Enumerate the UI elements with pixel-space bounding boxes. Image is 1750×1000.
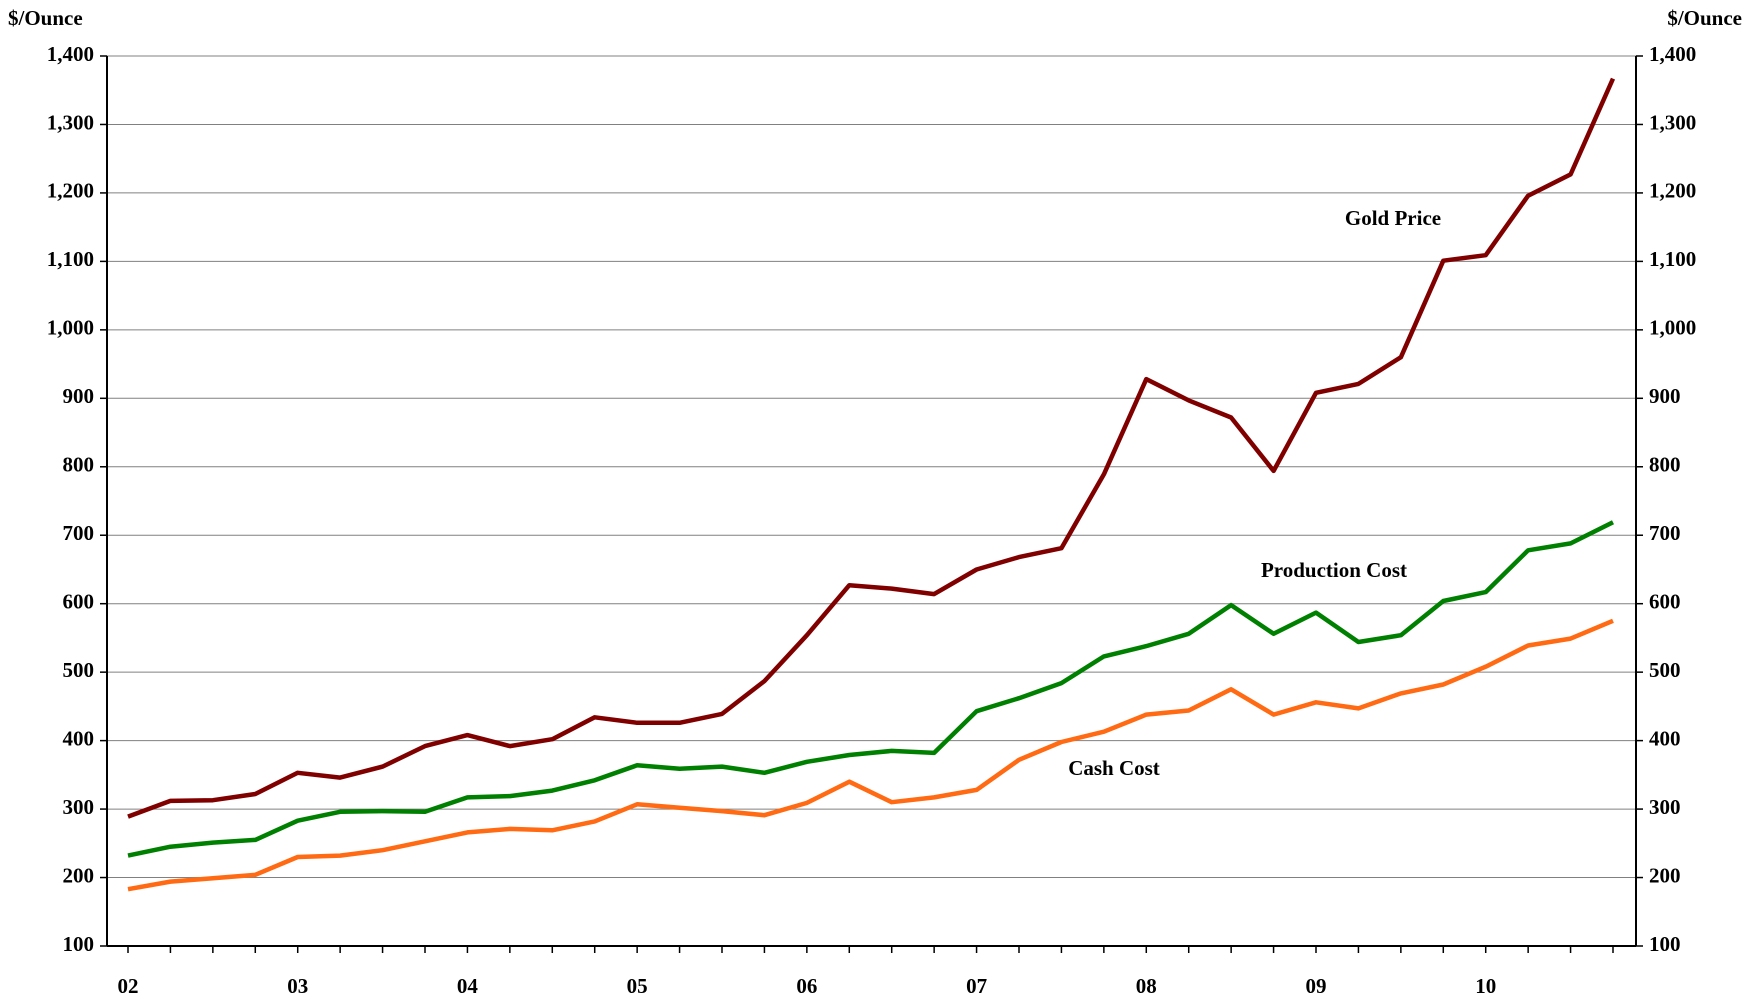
y-tick-label: 800 xyxy=(63,453,95,477)
y-tick-label: 1,100 xyxy=(47,247,94,271)
y-tick-label: 1,400 xyxy=(47,42,94,66)
y2-tick-label: 1,300 xyxy=(1649,110,1696,134)
series-line xyxy=(127,618,1614,892)
y-tick-label: 700 xyxy=(63,521,95,545)
y-tick-label: 500 xyxy=(63,658,95,682)
y-tick-label: 300 xyxy=(63,795,95,819)
x-tick-label: 02 xyxy=(118,974,139,998)
y-tick-label: 1,200 xyxy=(47,179,94,203)
series-label: Cash Cost xyxy=(1068,756,1160,780)
y2-tick-label: 1,000 xyxy=(1649,316,1696,340)
series-label: Production Cost xyxy=(1261,558,1407,582)
x-tick-label: 05 xyxy=(627,974,648,998)
y-tick-label: 1,300 xyxy=(47,110,94,134)
series-line xyxy=(127,520,1615,858)
y-tick-label: 600 xyxy=(63,590,95,614)
y2-tick-label: 1,400 xyxy=(1649,42,1696,66)
y-tick-label: 100 xyxy=(63,932,95,956)
y2-tick-label: 900 xyxy=(1649,384,1681,408)
y2-tick-label: 600 xyxy=(1649,590,1681,614)
y2-tick-label: 400 xyxy=(1649,726,1681,750)
y2-tick-label: 200 xyxy=(1649,863,1681,887)
x-tick-label: 07 xyxy=(966,974,987,998)
y-tick-label: 1,000 xyxy=(47,316,94,340)
x-tick-label: 03 xyxy=(287,974,308,998)
y2-axis-label: $/Ounce xyxy=(1667,6,1742,30)
y2-tick-label: 800 xyxy=(1649,453,1681,477)
y2-tick-label: 500 xyxy=(1649,658,1681,682)
x-tick-label: 06 xyxy=(796,974,817,998)
y2-tick-label: 100 xyxy=(1649,932,1681,956)
y-tick-label: 200 xyxy=(63,863,95,887)
y-tick-label: 900 xyxy=(63,384,95,408)
x-tick-label: 09 xyxy=(1306,974,1327,998)
series-label: Gold Price xyxy=(1345,206,1441,230)
y-axis-label: $/Ounce xyxy=(8,6,83,30)
series-line xyxy=(127,77,1616,819)
x-tick-label: 10 xyxy=(1475,974,1496,998)
y2-tick-label: 300 xyxy=(1649,795,1681,819)
y2-tick-label: 1,100 xyxy=(1649,247,1696,271)
y-tick-label: 400 xyxy=(63,726,95,750)
x-tick-label: 08 xyxy=(1136,974,1157,998)
x-tick-label: 04 xyxy=(457,974,479,998)
y2-tick-label: 700 xyxy=(1649,521,1681,545)
y2-tick-label: 1,200 xyxy=(1649,179,1696,203)
